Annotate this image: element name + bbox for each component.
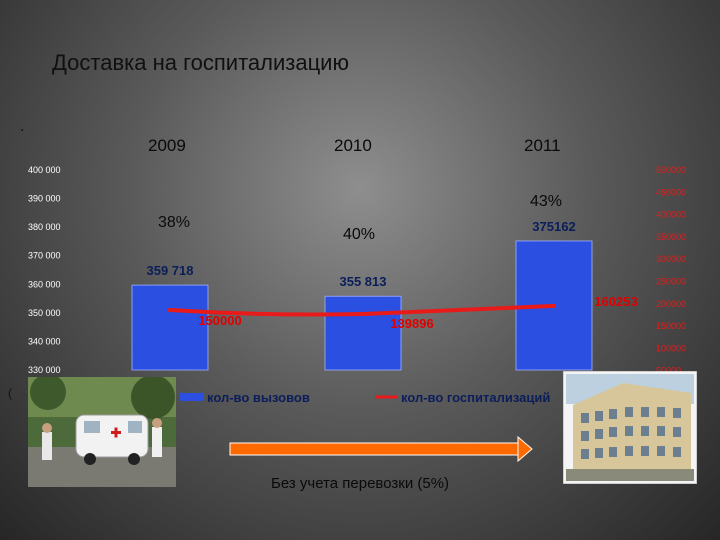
bar-value-label: 355 813 (340, 274, 387, 289)
bar (324, 295, 402, 371)
line-value-label: 160253 (594, 294, 637, 309)
arrow-icon (229, 435, 533, 463)
line-data-labels: 150000 139896 160253 (198, 294, 637, 331)
year-label-2010: 2010 (334, 136, 372, 155)
left-tick-label: 370 000 (28, 251, 61, 261)
bar (131, 284, 209, 371)
right-tick-label: 450000 (656, 187, 686, 197)
right-tick-label: 150000 (656, 321, 686, 331)
ambulance-photo (28, 377, 176, 487)
left-tick-label: 340 000 (28, 336, 61, 346)
legend-bar-label: кол-во вызовов (207, 390, 310, 405)
bullet-mark: ( (8, 386, 12, 400)
line-series (168, 303, 556, 317)
legend-line-label: кол-во госпитализаций (401, 390, 550, 405)
line-point (552, 303, 556, 308)
right-tick-label: 500000 (656, 165, 686, 175)
left-tick-label: 360 000 (28, 279, 61, 289)
line-value-label: 150000 (198, 313, 241, 328)
right-tick-label: 350000 (656, 232, 686, 242)
line-value-label: 139896 (390, 316, 433, 331)
year-label-2009: 2009 (148, 136, 186, 155)
percent-label-2009: 38% (158, 214, 191, 231)
legend-bar-swatch (180, 393, 204, 401)
left-tick-label: 400 000 (28, 165, 61, 175)
bar-data-labels: 359 718 355 813 375162 (147, 219, 576, 289)
right-tick-label: 300000 (656, 254, 686, 264)
right-tick-label: 400000 (656, 210, 686, 220)
left-tick-label: 380 000 (28, 222, 61, 232)
right-tick-label: 250000 (656, 277, 686, 287)
slide-title: Доставка на госпитализацию (52, 50, 349, 75)
left-tick-label: 330 000 (28, 365, 61, 375)
bar-value-label: 375162 (532, 219, 575, 234)
note-text: Без учета перевозки (5%) (271, 475, 450, 492)
percent-label-2011: 43% (530, 193, 563, 210)
hospital-building-photo (563, 371, 697, 484)
left-axis-ticks: 400 000 390 000 380 000 370 000 360 000 350 0… (28, 165, 61, 375)
right-axis-ticks: 500000 450000 400000 350000 300000 250000 2000… (656, 165, 686, 376)
year-label-2011: 2011 (524, 136, 561, 155)
percent-label-2010: 40% (343, 226, 376, 243)
right-tick-label: 100000 (656, 343, 686, 353)
line-point (361, 312, 365, 317)
left-tick-label: 350 000 (28, 308, 61, 318)
bar-value-label: 359 718 (147, 263, 194, 278)
line-point (168, 308, 172, 312)
bullet-dot: . (20, 118, 25, 135)
left-tick-label: 390 000 (28, 194, 61, 204)
right-tick-label: 200000 (656, 299, 686, 309)
